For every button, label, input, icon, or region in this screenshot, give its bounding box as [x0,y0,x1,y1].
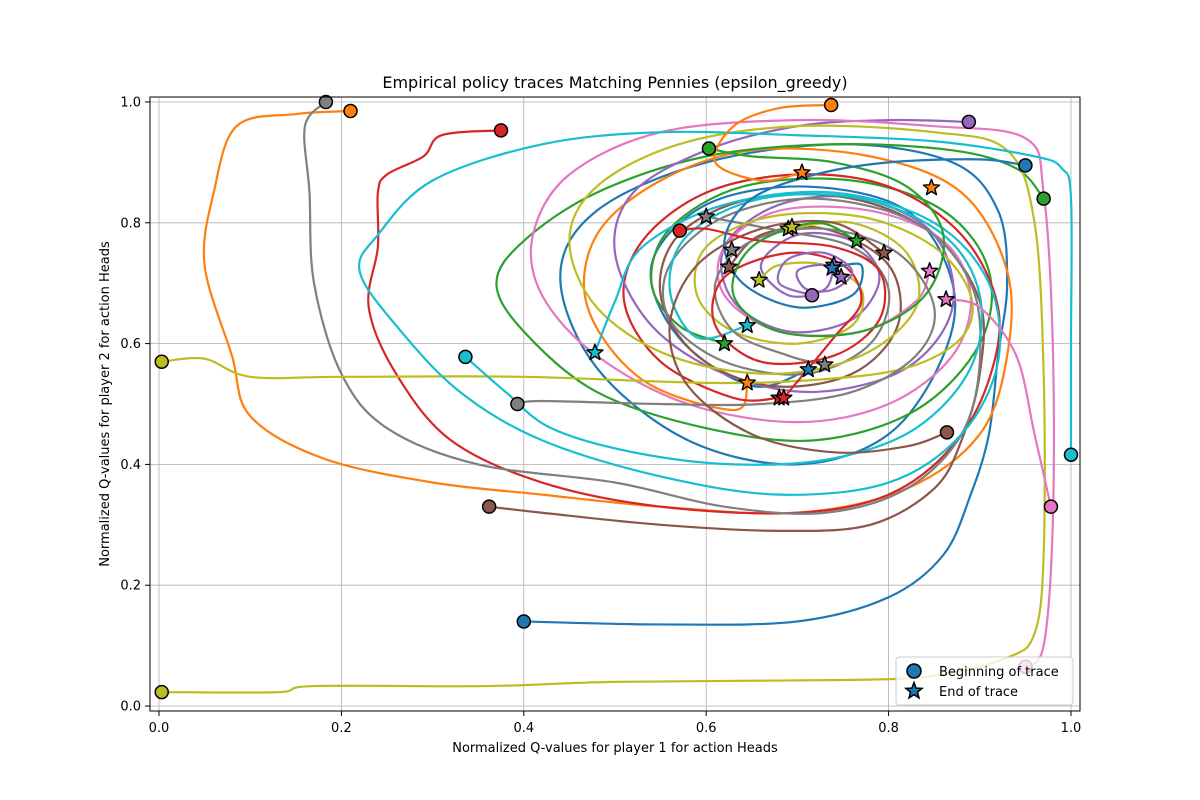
trace-line [357,130,1073,496]
trace-end-marker [586,343,604,361]
trace-start-marker [1043,499,1059,514]
trace-start-marker [458,349,473,365]
trace-markers [154,94,1079,700]
trace-end-marker [799,360,818,378]
trace-start-marker [961,114,977,130]
legend-box [895,656,1074,706]
y-tick-label: 0.6 [120,337,141,352]
trace-end-marker [815,355,834,373]
trace-end-marker [823,258,841,276]
x-tick-label: 0.8 [878,721,899,736]
trace-end-marker [738,373,757,391]
trace-start-marker [516,614,532,629]
x-tick-label: 0.0 [149,721,170,736]
trace-start-marker [318,94,334,110]
trace-end-marker [920,261,939,279]
x-tick-label: 1.0 [1061,721,1082,736]
trace-line [713,103,833,182]
y-axis-ticks: 0.0 0.2 0.4 0.6 0.8 1.0 [120,96,150,715]
y-tick-label: 0.0 [120,700,141,715]
trace-line [707,147,946,338]
y-tick-label: 0.4 [120,458,141,473]
trace-start-marker [154,354,169,369]
trace-end-marker [697,207,715,225]
trace-line [678,227,887,400]
legend: Beginning of trace End of trace [895,656,1074,706]
y-tick-label: 0.2 [120,579,141,594]
trace-start-marker [1036,191,1051,206]
trace-line [495,143,1045,443]
trace-line [464,193,983,466]
trace-end-marker [832,267,850,285]
plot-frame [149,96,1081,712]
legend-begin-marker [906,663,922,679]
x-axis-ticks: 0.0 0.2 0.4 0.6 0.8 1.0 [149,711,1082,736]
trace-end-marker [783,217,801,235]
trace-line [723,158,1027,309]
trace-end-marker [774,388,793,406]
trace-end-marker [722,240,741,258]
trace-end-marker [937,290,955,308]
legend-end-marker [903,680,925,700]
trace-line [776,251,854,297]
trace-end-marker [922,178,941,196]
trace-end-marker [715,334,734,352]
trace-line [516,227,936,407]
trace-start-marker [939,425,955,440]
trace-start-marker [1063,447,1079,462]
trace-end-marker [875,243,893,261]
trace-line [367,129,1001,515]
trace-start-marker [1018,158,1033,173]
legend-begin-label: Beginning of trace [939,665,1059,680]
trace-start-marker [481,499,497,514]
x-axis-label: Normalized Q-values for player 1 for act… [452,741,778,756]
y-tick-label: 1.0 [120,96,141,111]
x-tick-label: 0.4 [513,721,534,736]
trace-line [613,118,970,394]
trace-line [529,118,1055,668]
trace-start-marker [823,97,839,113]
chart-title: Empirical policy traces Matching Pennies… [382,73,847,93]
x-tick-label: 0.2 [331,721,352,736]
trace-end-marker [720,257,738,275]
y-tick-label: 0.8 [120,216,141,231]
trace-line [944,298,1053,508]
trace-start-marker [343,103,358,119]
trace-start-marker [701,141,717,156]
trace-start-marker [672,223,688,238]
y-axis-label: Normalized Q-values for player 2 for act… [98,241,113,567]
trace-start-marker [493,123,509,138]
trace-start-marker [804,288,820,303]
x-tick-label: 0.6 [696,721,717,736]
trace-start-marker [154,684,169,700]
trace-end-marker [738,316,757,334]
trace-end-marker [847,231,866,249]
trace-end-marker [750,270,768,288]
trace-start-marker [510,396,525,412]
trace-end-marker [793,163,811,181]
legend-end-label: End of trace [939,685,1018,700]
